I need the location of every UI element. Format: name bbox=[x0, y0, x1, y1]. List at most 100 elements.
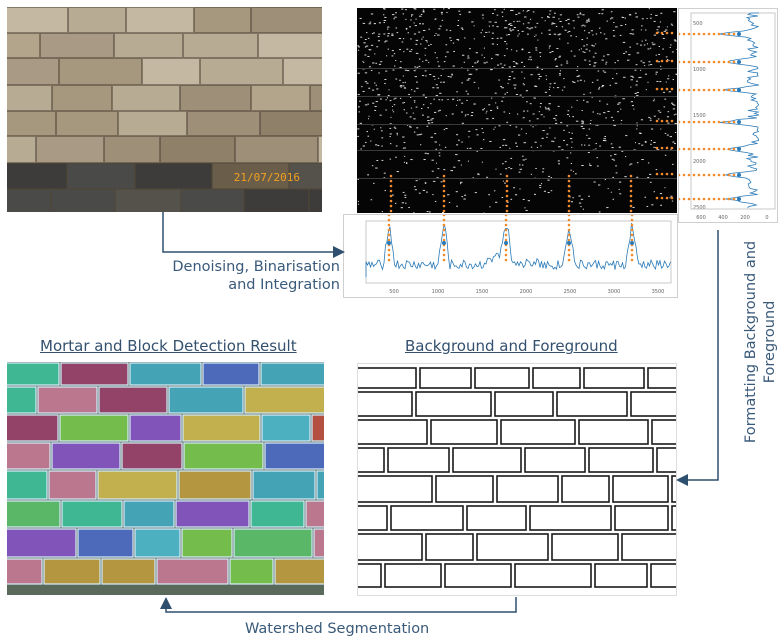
noise-dot bbox=[617, 111, 619, 113]
marker-dot bbox=[389, 204, 393, 208]
noise-dot bbox=[589, 64, 591, 66]
noise-dot bbox=[357, 135, 359, 137]
noise-dot bbox=[570, 169, 572, 171]
noise-dot bbox=[577, 16, 580, 18]
noise-dot bbox=[503, 55, 506, 57]
noise-dot bbox=[658, 45, 660, 47]
detected-block bbox=[129, 362, 202, 386]
noise-dot bbox=[367, 118, 370, 120]
detected-block bbox=[101, 558, 156, 585]
noise-dot bbox=[579, 12, 581, 14]
noise-dot bbox=[559, 70, 561, 72]
noise-dot bbox=[548, 45, 552, 47]
wall-block bbox=[7, 33, 40, 58]
noise-dot bbox=[673, 143, 676, 145]
noise-dot bbox=[630, 163, 633, 165]
noise-dot bbox=[448, 201, 451, 203]
noise-dot bbox=[664, 132, 667, 134]
noise-dot bbox=[500, 63, 502, 65]
noise-dot bbox=[643, 44, 646, 46]
noise-dot bbox=[432, 75, 436, 77]
noise-dot bbox=[403, 87, 407, 89]
noise-dot bbox=[652, 100, 655, 102]
noise-dot bbox=[673, 39, 676, 41]
noise-dot bbox=[523, 65, 526, 67]
noise-dot bbox=[368, 66, 371, 68]
marker-dot bbox=[697, 32, 701, 36]
noise-dot bbox=[391, 34, 394, 36]
noise-dot bbox=[403, 101, 406, 103]
marker-dot bbox=[660, 59, 664, 63]
noise-dot bbox=[526, 101, 528, 103]
mask-block bbox=[358, 367, 417, 389]
noise-dot bbox=[481, 14, 484, 16]
noise-dot bbox=[530, 173, 532, 175]
noise-dot bbox=[364, 72, 368, 74]
noise-dot bbox=[434, 133, 437, 135]
noise-dot bbox=[500, 85, 502, 87]
noise-dot bbox=[420, 133, 423, 135]
binarised-image bbox=[357, 8, 677, 213]
noise-dot bbox=[387, 26, 390, 28]
noise-dot bbox=[395, 145, 398, 147]
noise-dot bbox=[481, 128, 483, 130]
wall-block bbox=[7, 7, 68, 33]
noise-dot bbox=[588, 144, 590, 146]
noise-dot bbox=[373, 182, 375, 184]
noise-dot bbox=[635, 84, 638, 86]
noise-dot bbox=[660, 12, 663, 14]
noise-dot bbox=[364, 104, 368, 106]
noise-dot bbox=[577, 75, 581, 77]
noise-dot bbox=[420, 144, 422, 146]
noise-dot bbox=[384, 16, 387, 18]
noise-dot bbox=[586, 19, 589, 21]
marker-dot bbox=[442, 209, 446, 213]
noise-dot bbox=[631, 33, 635, 35]
mask-block bbox=[500, 419, 576, 445]
noise-dot bbox=[653, 98, 655, 100]
noise-dot bbox=[529, 56, 532, 58]
noise-dot bbox=[570, 152, 572, 154]
noise-dot bbox=[374, 53, 376, 55]
marker-dot bbox=[702, 147, 706, 151]
noise-dot bbox=[659, 111, 662, 113]
noise-dot bbox=[668, 91, 672, 93]
noise-dot bbox=[598, 13, 601, 15]
detected-block bbox=[264, 442, 324, 470]
y-tick-label: 500 bbox=[693, 21, 703, 27]
noise-dot bbox=[560, 64, 563, 66]
noise-dot bbox=[534, 26, 537, 28]
mask-block bbox=[466, 505, 527, 531]
noise-dot bbox=[435, 33, 437, 35]
noise-dot bbox=[485, 112, 487, 114]
noise-dot bbox=[647, 162, 650, 164]
noise-dot bbox=[486, 118, 489, 120]
noise-dot bbox=[438, 155, 441, 157]
noise-dot bbox=[655, 71, 658, 73]
noise-dot bbox=[422, 36, 424, 38]
noise-dot bbox=[483, 108, 486, 110]
noise-dot bbox=[440, 11, 443, 13]
noise-dot bbox=[556, 48, 559, 50]
noise-dot bbox=[389, 158, 392, 160]
noise-dot bbox=[493, 9, 496, 11]
noise-dot bbox=[392, 111, 395, 113]
noise-dot bbox=[668, 59, 670, 61]
noise-dot bbox=[366, 82, 369, 84]
noise-dot bbox=[358, 203, 360, 205]
noise-dot bbox=[506, 43, 508, 45]
x-tick-label: 3000 bbox=[608, 289, 621, 295]
noise-dot bbox=[494, 21, 497, 23]
noise-dot bbox=[461, 102, 464, 104]
noise-dot bbox=[467, 78, 471, 80]
marker-dot bbox=[387, 228, 391, 232]
wall-block bbox=[52, 85, 112, 111]
noise-dot bbox=[383, 172, 386, 174]
noise-dot bbox=[523, 110, 525, 112]
marker-dot bbox=[629, 204, 633, 208]
detected-block bbox=[181, 528, 233, 558]
noise-dot bbox=[567, 42, 569, 44]
noise-dot bbox=[377, 94, 380, 96]
noise-dot bbox=[422, 10, 425, 12]
noise-dot bbox=[511, 71, 514, 73]
